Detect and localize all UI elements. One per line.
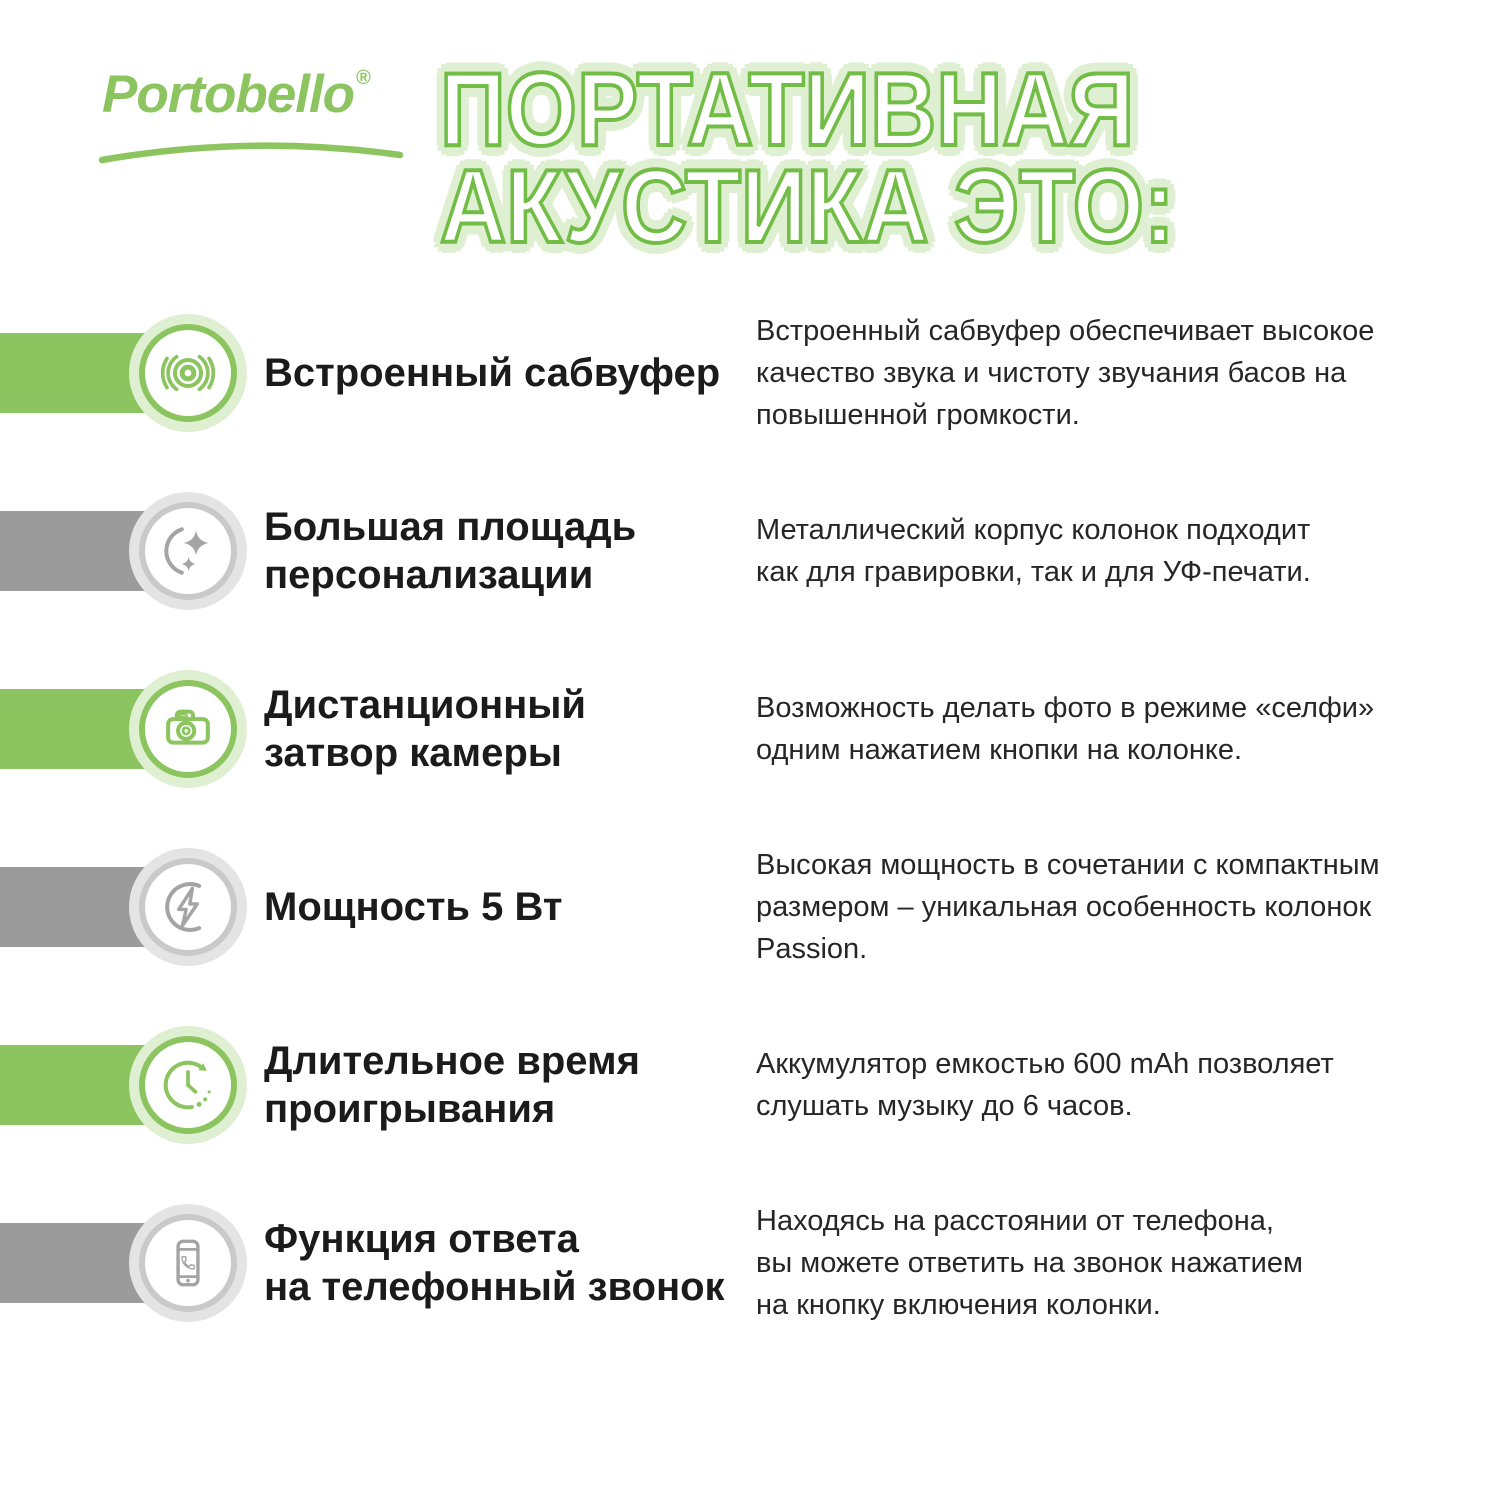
feature-description: Аккумулятор емкостью 600 mAh позволяет сл… xyxy=(756,1048,1334,1122)
icon-circle xyxy=(139,502,237,600)
personalization-sparkles-icon xyxy=(157,520,219,582)
feature-title: Функция ответа на телефонный звонок xyxy=(264,1217,725,1309)
feature-icon-badge xyxy=(129,1204,247,1322)
camera-shutter-icon xyxy=(157,698,219,760)
feature-title: Дистанционный затвор камеры xyxy=(264,683,587,775)
logo-swoosh-icon xyxy=(98,142,404,164)
feature-icon-badge xyxy=(129,1026,247,1144)
registered-trademark: ® xyxy=(356,67,371,89)
feature-description: Возможность делать фото в режиме «селфи»… xyxy=(756,692,1375,766)
page-title: ПОРТАТИВНАЯ АКУСТИКА ЭТО: xyxy=(438,52,1275,265)
page-title-line2: АКУСТИКА ЭТО: xyxy=(438,149,1176,265)
icon-circle xyxy=(139,1214,237,1312)
feature-row: Длительное время проигрывания Аккумулятор… xyxy=(0,996,1500,1174)
feature-description: Встроенный сабвуфер обеспечивает высокое… xyxy=(756,315,1375,431)
feature-icon-badge xyxy=(129,314,247,432)
feature-title: Большая площадь персонализации xyxy=(264,505,637,597)
feature-description: Металлический корпус колонок подходит как… xyxy=(756,514,1311,588)
phone-answer-icon xyxy=(157,1232,219,1294)
features-list: Встроенный сабвуфер Встроенный сабвуфер … xyxy=(0,284,1500,1352)
icon-circle xyxy=(139,324,237,422)
logo-text: Portobello xyxy=(102,65,355,124)
icon-circle xyxy=(139,680,237,778)
feature-description: Находясь на расстоянии от телефона, вы мо… xyxy=(756,1205,1303,1321)
feature-row: Дистанционный затвор камеры Возможность д… xyxy=(0,640,1500,818)
feature-description: Высокая мощность в сочетании с компактны… xyxy=(756,849,1380,965)
feature-title: Встроенный сабвуфер xyxy=(264,351,721,395)
feature-row: Встроенный сабвуфер Встроенный сабвуфер … xyxy=(0,284,1500,462)
feature-icon-badge xyxy=(129,492,247,610)
portobello-logo: Portobello ® xyxy=(98,64,442,164)
feature-row: Большая площадь персонализации Металличес… xyxy=(0,462,1500,640)
feature-row: Функция ответа на телефонный звонок Наход… xyxy=(0,1174,1500,1352)
icon-circle xyxy=(139,858,237,956)
playtime-clock-icon xyxy=(157,1054,219,1116)
page-title-line1: ПОРТАТИВНАЯ xyxy=(438,52,1136,168)
feature-title: Длительное время проигрывания xyxy=(264,1039,640,1131)
logo-wordmark: Portobello ® xyxy=(102,64,442,125)
subwoofer-icon xyxy=(157,342,219,404)
feature-row: Мощность 5 Вт Высокая мощность в сочетан… xyxy=(0,818,1500,996)
feature-icon-badge xyxy=(129,670,247,788)
feature-title: Мощность 5 Вт xyxy=(264,885,563,929)
power-bolt-icon xyxy=(157,876,219,938)
icon-circle xyxy=(139,1036,237,1134)
feature-icon-badge xyxy=(129,848,247,966)
